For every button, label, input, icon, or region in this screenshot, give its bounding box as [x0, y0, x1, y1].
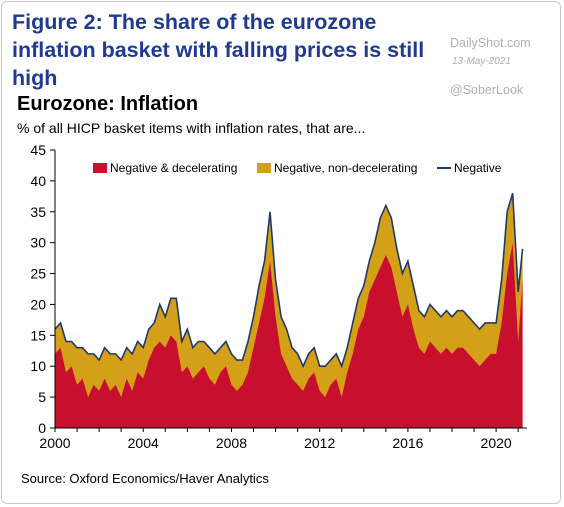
watermark-site: DailyShot.com	[450, 36, 531, 50]
x-tick-label: 2008	[216, 435, 247, 451]
legend-label-2: Negative	[454, 161, 502, 175]
chart-title: Eurozone: Inflation	[17, 93, 199, 115]
figure-title: Figure 2: The share of the eurozone infl…	[12, 10, 425, 90]
legend-label-0: Negative & decelerating	[110, 161, 237, 175]
source-note: Source: Oxford Economics/Haver Analytics	[21, 471, 269, 486]
y-tick-label: 10	[30, 358, 46, 374]
watermark-date: 13-May-2021	[452, 56, 511, 67]
area-negative-decelerating	[55, 242, 523, 428]
watermark-handle: @SoberLook	[450, 83, 524, 97]
y-tick-label: 35	[30, 204, 46, 220]
y-tick-label: 30	[30, 235, 46, 251]
y-tick-label: 25	[30, 266, 46, 282]
y-tick-label: 5	[38, 389, 46, 405]
y-tick-label: 40	[30, 173, 46, 189]
legend-label-1: Negative, non-decelerating	[274, 161, 417, 175]
y-tick-label: 20	[30, 296, 46, 312]
x-tick-label: 2000	[39, 435, 70, 451]
line-negative	[54, 193, 524, 369]
y-tick-label: 15	[30, 327, 46, 343]
y-tick-label: 45	[30, 142, 46, 158]
legend-swatch-1	[257, 163, 271, 173]
legend-swatch-0	[93, 163, 107, 173]
y-tick-label: 0	[38, 420, 46, 436]
x-tick-label: 2016	[392, 435, 423, 451]
x-tick-label: 2020	[481, 435, 512, 451]
x-tick-label: 2004	[128, 435, 159, 451]
x-tick-label: 2012	[304, 435, 335, 451]
chart-subtitle: % of all HICP basket items with inflatio…	[17, 120, 366, 136]
